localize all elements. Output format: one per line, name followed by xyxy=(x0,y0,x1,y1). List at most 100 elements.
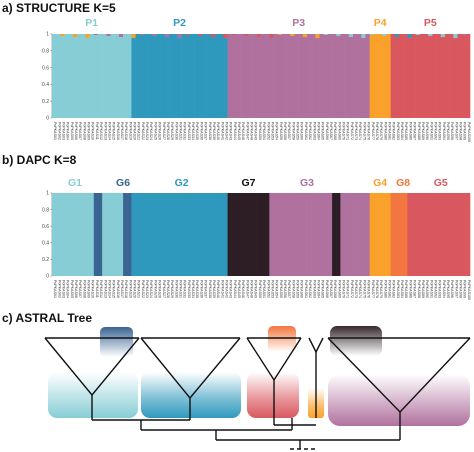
dapc-ytick-label: 0.8 xyxy=(42,207,49,213)
structure-sample-label: PoPKAS06 xyxy=(74,122,78,140)
structure-sample-label: PoPKAS95 xyxy=(446,122,450,140)
structure-bar-P2 xyxy=(223,38,228,119)
dapc-sample-label: PoPKAS18 xyxy=(124,280,128,298)
structure-sample-label: PoPKAS67 xyxy=(329,122,333,140)
structure-sample-label: PoPKAS36 xyxy=(199,122,203,140)
structure-ytick-label: 0 xyxy=(46,116,49,122)
structure-sample-label: PoPKAS85 xyxy=(404,122,408,140)
structure-bar-P5 xyxy=(428,36,433,118)
structure-cluster-label-P2: P2 xyxy=(173,17,186,29)
structure-admix-sliver xyxy=(407,34,412,39)
dapc-sample-label: PoPKAS87 xyxy=(413,280,417,298)
structure-admix-sliver xyxy=(382,34,387,37)
dapc-sample-label: PoPKAS33 xyxy=(187,280,191,298)
structure-sample-label: PoPKAS77 xyxy=(371,122,375,140)
structure-ytick-label: 0.4 xyxy=(42,82,49,88)
structure-sample-label: PoPKAS26 xyxy=(158,122,162,140)
dapc-sample-label: PoPKAS60 xyxy=(300,280,304,298)
structure-sample-label: PoPKAS02 xyxy=(57,122,61,140)
structure-sample-label: PoPKAS35 xyxy=(195,122,199,140)
structure-bar-P5 xyxy=(403,34,408,118)
structure-sample-label: PoPKAS88 xyxy=(417,122,421,140)
structure-sample-label: PoPKAS98 xyxy=(459,122,463,140)
structure-ytick-label: 1 xyxy=(46,32,49,38)
dapc-ytick-label: 1 xyxy=(46,191,49,197)
structure-bar-P3 xyxy=(365,34,370,118)
structure-sample-label: PoPKAS37 xyxy=(204,122,208,140)
structure-bar-P1 xyxy=(64,34,70,118)
structure-cluster-label-P4: P4 xyxy=(374,17,387,29)
dapc-sample-label: PoPKAS44 xyxy=(233,280,237,298)
clade-g2-fill xyxy=(141,372,241,418)
structure-sample-label: PoPKAS61 xyxy=(304,122,308,140)
dapc-ytick-label: 0.6 xyxy=(42,224,49,230)
dapc-sample-label: PoPKAS56 xyxy=(283,280,287,298)
structure-sample-label: PoPKAS75 xyxy=(362,122,366,140)
structure-bar-P2 xyxy=(198,36,203,118)
structure-sample-label: PoPKAS05 xyxy=(70,122,74,140)
dapc-sample-label: PoPKAS20 xyxy=(133,280,137,298)
dapc-sample-label: PoPKAS63 xyxy=(312,280,316,298)
structure-sample-label: PoPKAS30 xyxy=(174,122,178,140)
dapc-segment-G7 xyxy=(332,193,341,276)
dapc-sample-label: PoPKAS27 xyxy=(162,280,166,298)
structure-sample-label: PoPKAS13 xyxy=(103,122,107,140)
structure-bar-P3 xyxy=(244,36,249,118)
dapc-sample-label: PoPKAS49 xyxy=(254,280,258,298)
structure-bar-P3 xyxy=(240,34,245,118)
structure-sample-label: PoPKAS81 xyxy=(387,122,391,140)
dapc-sample-label: PoPKAS80 xyxy=(383,280,387,298)
structure-bar-P3 xyxy=(231,35,237,119)
dapc-sample-label: PoPKAS26 xyxy=(158,280,162,298)
dapc-sample-label: PoPKAS45 xyxy=(237,280,241,298)
structure-sample-label: PoPKAS25 xyxy=(153,122,157,140)
structure-sample-label: PoPKAS74 xyxy=(358,122,362,140)
structure-bar-P3 xyxy=(306,34,312,118)
dapc-sample-label: PoPKAS98 xyxy=(459,280,463,298)
structure-admix-sliver xyxy=(369,34,375,36)
clade-g7-inset xyxy=(330,326,382,356)
dapc-group-label-G4: G4 xyxy=(373,177,387,189)
structure-bar-P3 xyxy=(273,34,279,118)
structure-sample-label: PoPKAS72 xyxy=(350,122,354,140)
dapc-sample-label: PoPKAS76 xyxy=(367,280,371,298)
structure-bar-P3 xyxy=(248,34,253,118)
structure-admix-sliver xyxy=(177,34,182,39)
structure-admix-sliver xyxy=(244,34,249,37)
dapc-sample-label: PoPKAS90 xyxy=(425,280,429,298)
structure-sample-label: PoPKAS83 xyxy=(396,122,400,140)
structure-sample-label: PoPKAS10 xyxy=(91,122,95,140)
structure-bar-P1 xyxy=(97,34,103,118)
structure-bar-P3 xyxy=(332,34,337,118)
structure-sample-label: PoPKAS27 xyxy=(162,122,166,140)
dapc-sample-label: PoPKAS59 xyxy=(296,280,300,298)
structure-bar-P1 xyxy=(106,36,111,118)
structure-sample-label: PoPKAS80 xyxy=(383,122,387,140)
dapc-sample-label: PoPKAS24 xyxy=(149,280,153,298)
dapc-segment-G4 xyxy=(369,193,391,276)
dapc-sample-label: PoPKAS29 xyxy=(170,280,174,298)
structure-sample-label: PoPKAS43 xyxy=(229,122,233,140)
dapc-segment-G8 xyxy=(390,193,408,276)
dapc-group-labels: G1 G6 G2 G7 G3 G4 G8 G5 xyxy=(68,177,448,189)
dapc-sample-label: PoPKAS37 xyxy=(204,280,208,298)
dapc-sample-label: PoPKAS72 xyxy=(350,280,354,298)
structure-bar-P3 xyxy=(265,34,270,118)
dapc-sample-label: PoPKAS17 xyxy=(120,280,124,298)
structure-bar-P2 xyxy=(215,34,220,118)
structure-bar-P5 xyxy=(453,38,458,119)
dapc-sample-label: PoPKAS94 xyxy=(442,280,446,298)
structure-sample-label: PoPKAS23 xyxy=(145,122,149,140)
dapc-sample-label: PoPKAS57 xyxy=(287,280,291,298)
structure-admix-sliver xyxy=(277,34,283,36)
structure-admix-sliver xyxy=(348,34,354,38)
structure-sample-label: PoPKAS31 xyxy=(178,122,182,140)
structure-cluster-label-P5: P5 xyxy=(424,17,437,29)
structure-bar-P3 xyxy=(277,35,283,119)
dapc-segment-G7 xyxy=(227,193,270,276)
structure-bar-P2 xyxy=(152,36,157,118)
dapc-sample-label: PoPKAS42 xyxy=(224,280,228,298)
structure-bar-P3 xyxy=(327,34,333,118)
structure-sample-label: PoPKAS18 xyxy=(124,122,128,140)
